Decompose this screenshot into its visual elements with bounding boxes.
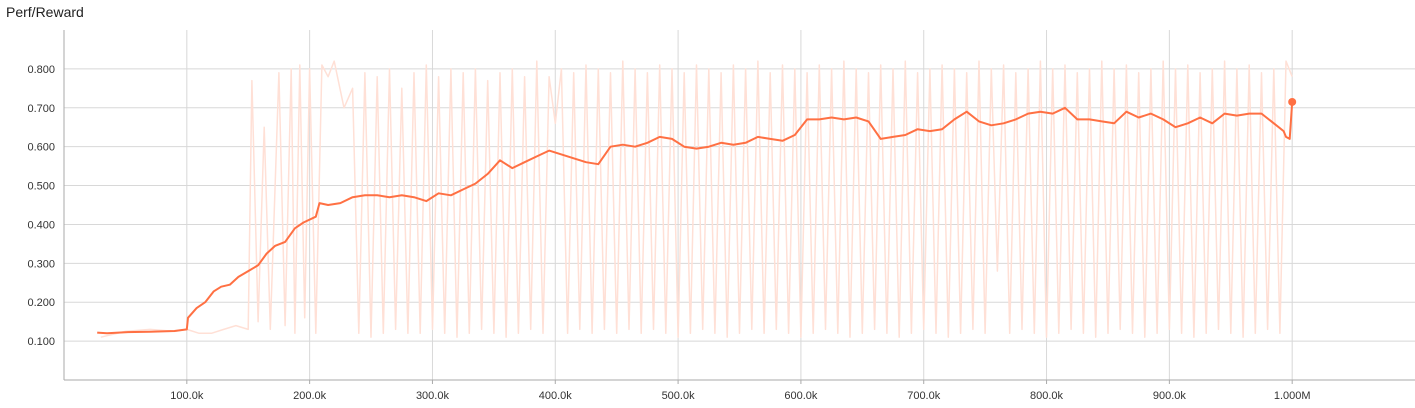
x-tick-label: 1.000M	[1274, 390, 1311, 402]
raw-series-line	[100, 60, 1293, 338]
series-lines	[97, 60, 1297, 338]
axes	[63, 30, 1415, 381]
y-tick-label: 0.500	[27, 181, 55, 193]
y-tick-label: 0.600	[27, 142, 55, 154]
y-tick-label: 0.400	[27, 219, 55, 231]
x-tick-label: 900.0k	[1153, 390, 1187, 402]
x-axis-ticks: 100.0k 200.0k 300.0k 400.0k 500.0k 600.0k 700.…	[170, 380, 1311, 402]
x-tick-label: 400.0k	[539, 390, 573, 402]
y-tick-label: 0.200	[27, 297, 55, 309]
x-tick-label: 800.0k	[1030, 390, 1064, 402]
smoothed-series-line	[97, 101, 1294, 335]
x-tick-label: 700.0k	[907, 390, 941, 402]
x-tick-label: 300.0k	[416, 390, 450, 402]
y-tick-label: 0.700	[27, 103, 55, 115]
x-tick-label: 100.0k	[170, 390, 204, 402]
x-tick-label: 200.0k	[293, 390, 327, 402]
x-tick-label: 600.0k	[784, 390, 818, 402]
y-axis-ticks: 0.100 0.200 0.300 0.400 0.500 0.600 0.700 0.800	[27, 64, 55, 348]
y-tick-label: 0.300	[27, 258, 55, 270]
chart-title: Perf/Reward	[6, 4, 84, 20]
x-tick-label: 500.0k	[662, 390, 696, 402]
y-tick-label: 0.800	[27, 64, 55, 76]
last-point-marker[interactable]	[1288, 97, 1297, 106]
y-tick-label: 0.100	[27, 336, 55, 348]
